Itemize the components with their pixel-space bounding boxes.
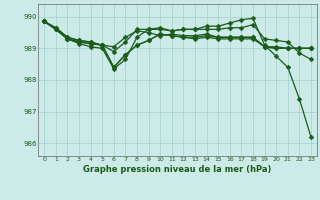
X-axis label: Graphe pression niveau de la mer (hPa): Graphe pression niveau de la mer (hPa) [84, 165, 272, 174]
